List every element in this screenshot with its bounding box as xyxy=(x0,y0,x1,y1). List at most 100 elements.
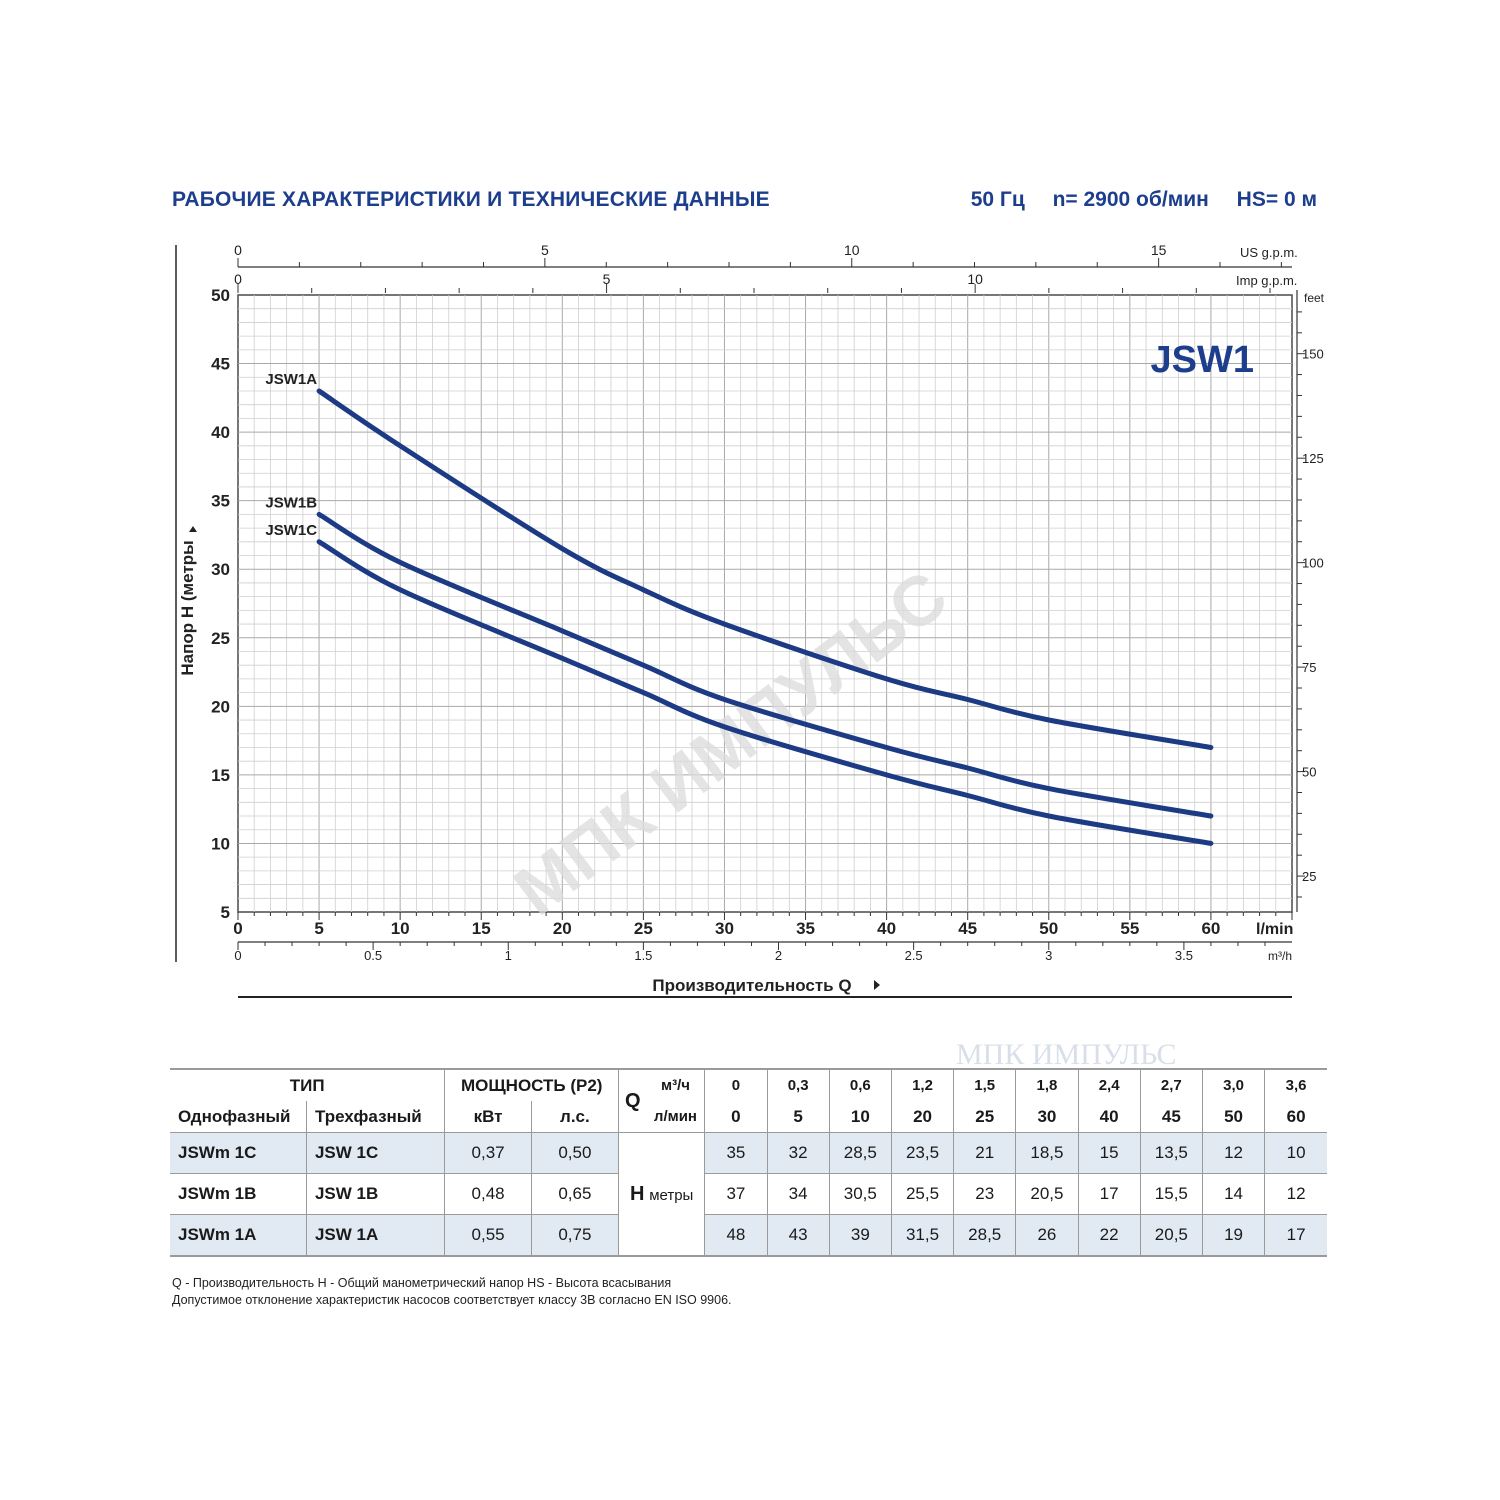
x-tick-label: 60 xyxy=(1201,919,1220,938)
power-hp: 0,50 xyxy=(530,1132,619,1174)
y-tick-label: 5 xyxy=(221,903,230,922)
single-phase-model: JSWm 1B xyxy=(178,1184,257,1203)
q-lmin-cell: 25 xyxy=(953,1101,1016,1133)
m3h-tick-label: 0.5 xyxy=(364,948,382,963)
single-phase-header: Однофазный xyxy=(178,1106,291,1126)
head-value: 48 xyxy=(704,1214,768,1256)
head-value: 18,5 xyxy=(1015,1132,1079,1174)
x-tick-label: 20 xyxy=(553,919,572,938)
single-phase-model: JSWm 1C xyxy=(170,1132,307,1174)
q-lmin-cell: 5 xyxy=(766,1101,830,1133)
footnotes: Q - Производительность H - Общий маномет… xyxy=(172,1275,732,1309)
x-tick-label: 30 xyxy=(715,919,734,938)
y-tick-label: 10 xyxy=(211,834,230,853)
head-value: 26 xyxy=(1015,1214,1079,1256)
table-row: JSWm 1C JSW 1C 0,37 0,50 H метры 35 32 28,… xyxy=(170,1132,1327,1256)
head-value: 30,5 xyxy=(828,1173,892,1215)
feet-tick-label: 125 xyxy=(1302,451,1324,466)
power-kw: 0,37 xyxy=(444,1132,532,1174)
m3h-tick-label: 2 xyxy=(775,948,782,963)
q-m3h-cell: 2,7 xyxy=(1139,1069,1203,1101)
us-gpm-unit-label: US g.p.m. xyxy=(1240,245,1298,260)
three-phase-model: JSW 1B xyxy=(305,1173,445,1215)
x-axis-arrow-icon xyxy=(874,980,880,990)
table-row: JSWm 1A JSW 1A 0,55 0,75 48 43 39 31,5 28,5 2… xyxy=(170,1214,1327,1256)
q-lmin-cell: 30 xyxy=(1015,1101,1079,1133)
h-label: H xyxy=(630,1182,645,1205)
q-m3h-cell: 1,8 xyxy=(1015,1069,1079,1101)
power-hp: 0,75 xyxy=(530,1214,619,1256)
m3h-tick-label: 1 xyxy=(505,948,512,963)
m3h-tick-label: 1.5 xyxy=(634,948,652,963)
head-value: 43 xyxy=(766,1214,830,1256)
m3h-tick-label: 2.5 xyxy=(905,948,923,963)
feet-tick-label: 50 xyxy=(1302,765,1316,780)
suction-height-label: HS= 0 м xyxy=(1236,188,1317,211)
us-gpm-tick-label: 0 xyxy=(234,242,242,258)
q-m3h-cell: 3,6 xyxy=(1264,1069,1327,1101)
us-gpm-tick-label: 15 xyxy=(1151,242,1167,258)
head-value: 31,5 xyxy=(890,1214,954,1256)
lmin-label: л/мин xyxy=(653,1108,697,1125)
feet-tick-label: 100 xyxy=(1302,556,1324,571)
x-tick-label: 5 xyxy=(314,919,323,938)
y-axis-arrow-icon xyxy=(189,526,197,532)
head-value: 10 xyxy=(1264,1132,1327,1174)
series-label-jsw1a: JSW1A xyxy=(265,371,317,388)
q-m3h-cell: 2,4 xyxy=(1077,1069,1141,1101)
page-title: РАБОЧИЕ ХАРАКТЕРИСТИКИ И ТЕХНИЧЕСКИЕ ДАН… xyxy=(172,188,770,211)
y-tick-label: 50 xyxy=(211,286,230,305)
head-value: 34 xyxy=(766,1173,830,1215)
head-value: 13,5 xyxy=(1139,1132,1203,1174)
head-value: 23 xyxy=(953,1173,1016,1215)
hp-header: л.с. xyxy=(530,1101,619,1133)
us-gpm-tick-label: 5 xyxy=(541,242,549,258)
x-tick-label: 0 xyxy=(233,919,242,938)
head-value: 39 xyxy=(828,1214,892,1256)
head-value: 15 xyxy=(1077,1132,1141,1174)
imp-gpm-tick-label: 10 xyxy=(967,271,983,287)
x-tick-label: 35 xyxy=(796,919,815,938)
speed-label: n= 2900 об/мин xyxy=(1052,188,1209,211)
header-row-1: ТИП МОЩНОСТЬ (P2) Q м³/ч 0 0,3 0,6 1,2 1… xyxy=(170,1069,1327,1133)
x-tick-label: 10 xyxy=(391,919,410,938)
q-lmin-cell: 60 xyxy=(1264,1101,1327,1133)
feet-tick-label: 150 xyxy=(1302,347,1324,362)
series-label-jsw1b: JSW1B xyxy=(265,494,317,511)
q-m3h-cell: 0,6 xyxy=(828,1069,892,1101)
y-tick-label: 30 xyxy=(211,560,230,579)
plot-area xyxy=(237,294,1293,913)
head-value: 37 xyxy=(704,1173,768,1215)
x-tick-label: 25 xyxy=(634,919,653,938)
three-phase-model: JSW 1A xyxy=(305,1214,445,1256)
q-m3h-cell: 3,0 xyxy=(1201,1069,1265,1101)
table-row: JSWm 1B JSW 1B 0,48 0,65 37 34 30,5 25,5 23 2… xyxy=(170,1173,1327,1215)
series-label-jsw1c: JSW1C xyxy=(265,522,317,539)
y-tick-label: 45 xyxy=(211,355,230,374)
q-lmin-cell: 50 xyxy=(1201,1101,1265,1133)
q-lmin-cell: 40 xyxy=(1077,1101,1141,1133)
x-axis-title: Производительность Q xyxy=(652,976,851,995)
power-kw: 0,48 xyxy=(444,1173,532,1215)
feet-unit-label: feet xyxy=(1304,291,1325,305)
m3h-unit-label: m³/h xyxy=(1268,949,1292,963)
model-label: JSW1 xyxy=(1151,339,1254,381)
head-value: 14 xyxy=(1201,1173,1265,1215)
series-line-jsw1b xyxy=(316,511,1214,819)
series-line-jsw1c xyxy=(316,539,1214,846)
imp-gpm-tick-label: 0 xyxy=(234,271,242,287)
type-header: ТИП xyxy=(289,1075,325,1095)
head-value: 21 xyxy=(953,1132,1016,1174)
feet-tick-label: 25 xyxy=(1302,869,1316,884)
footnote-legend: Q - Производительность H - Общий маномет… xyxy=(172,1276,672,1290)
footnote-tolerance: Допустимое отклонение характеристик насо… xyxy=(172,1293,732,1307)
head-value: 32 xyxy=(766,1132,830,1174)
y-tick-label: 35 xyxy=(211,492,230,511)
head-value: 12 xyxy=(1201,1132,1265,1174)
imp-gpm-unit-label: Imp g.p.m. xyxy=(1236,273,1297,288)
x-tick-label: 45 xyxy=(958,919,977,938)
page-header: РАБОЧИЕ ХАРАКТЕРИСТИКИ И ТЕХНИЧЕСКИЕ ДАН… xyxy=(172,188,1317,222)
y-axis-title: Напор Н (метры xyxy=(178,540,197,675)
y-tick-label: 40 xyxy=(211,423,230,442)
